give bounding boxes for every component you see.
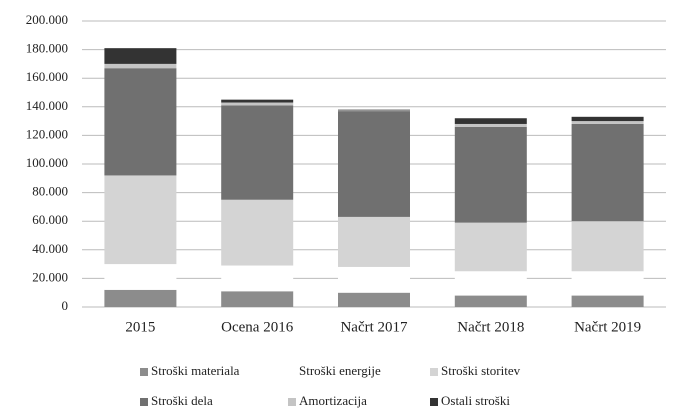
bar-segment — [221, 291, 294, 307]
legend-swatch — [288, 398, 296, 406]
legend-swatch — [140, 368, 148, 376]
legend-swatch — [430, 368, 438, 376]
bar-segment — [104, 264, 177, 290]
legend-swatch — [430, 398, 438, 406]
legend-label: Amortizacija — [299, 393, 367, 408]
bar-segment — [454, 118, 527, 124]
bar-segment — [571, 121, 644, 124]
bar-segment — [571, 116, 644, 122]
bar-segment — [221, 105, 294, 200]
bar-segment — [454, 295, 527, 307]
bar-segment — [104, 63, 177, 69]
legend-swatch — [140, 398, 148, 406]
legend-label: Stroški energije — [299, 363, 381, 378]
bar-segment — [454, 222, 527, 272]
y-tick-label: 40.000 — [32, 241, 68, 256]
legend-label: Ostali stroški — [441, 393, 510, 408]
y-tick-label: 80.000 — [32, 184, 68, 199]
y-tick-label: 160.000 — [26, 69, 68, 84]
y-tick-label: 200.000 — [26, 12, 68, 27]
x-tick-label: Načrt 2019 — [574, 319, 641, 335]
bar-segment — [338, 266, 410, 293]
bar-segment — [221, 102, 294, 106]
y-tick-label: 140.000 — [26, 98, 68, 113]
y-tick-label: 20.000 — [32, 269, 68, 284]
bar-segment — [104, 48, 177, 64]
bar-segment — [454, 126, 527, 223]
x-tick-label: Ocena 2016 — [221, 319, 294, 335]
bar-segment — [338, 110, 410, 112]
x-tick-label: Načrt 2018 — [457, 319, 524, 335]
bar-segment — [104, 68, 177, 176]
bar-segment — [454, 123, 527, 127]
y-tick-label: 60.000 — [32, 212, 68, 227]
bar-segment — [221, 199, 294, 266]
bar-segment — [338, 109, 410, 111]
bar-segment — [571, 271, 644, 296]
y-tick-label: 0 — [62, 298, 69, 313]
x-tick-label: 2015 — [125, 319, 155, 335]
bar-segment — [571, 295, 644, 307]
bar-segment — [454, 271, 527, 296]
x-tick-label: Načrt 2017 — [340, 319, 408, 335]
bar-segment — [338, 216, 410, 267]
bar-segment — [338, 111, 410, 217]
legend-label: Stroški storitev — [441, 363, 521, 378]
bar-segment — [338, 292, 410, 307]
bar-segment — [104, 175, 177, 265]
bar-segment — [221, 265, 294, 292]
y-tick-label: 120.000 — [26, 126, 68, 141]
bar-segment — [104, 289, 177, 307]
bar-segment — [571, 221, 644, 272]
y-tick-label: 180.000 — [26, 41, 68, 56]
y-tick-label: 100.000 — [26, 155, 68, 170]
legend-label: Stroški materiala — [151, 363, 240, 378]
bar-segment — [571, 123, 644, 222]
legend-swatch — [287, 367, 297, 377]
legend-label: Stroški dela — [151, 393, 213, 408]
bar-segment — [221, 99, 294, 103]
